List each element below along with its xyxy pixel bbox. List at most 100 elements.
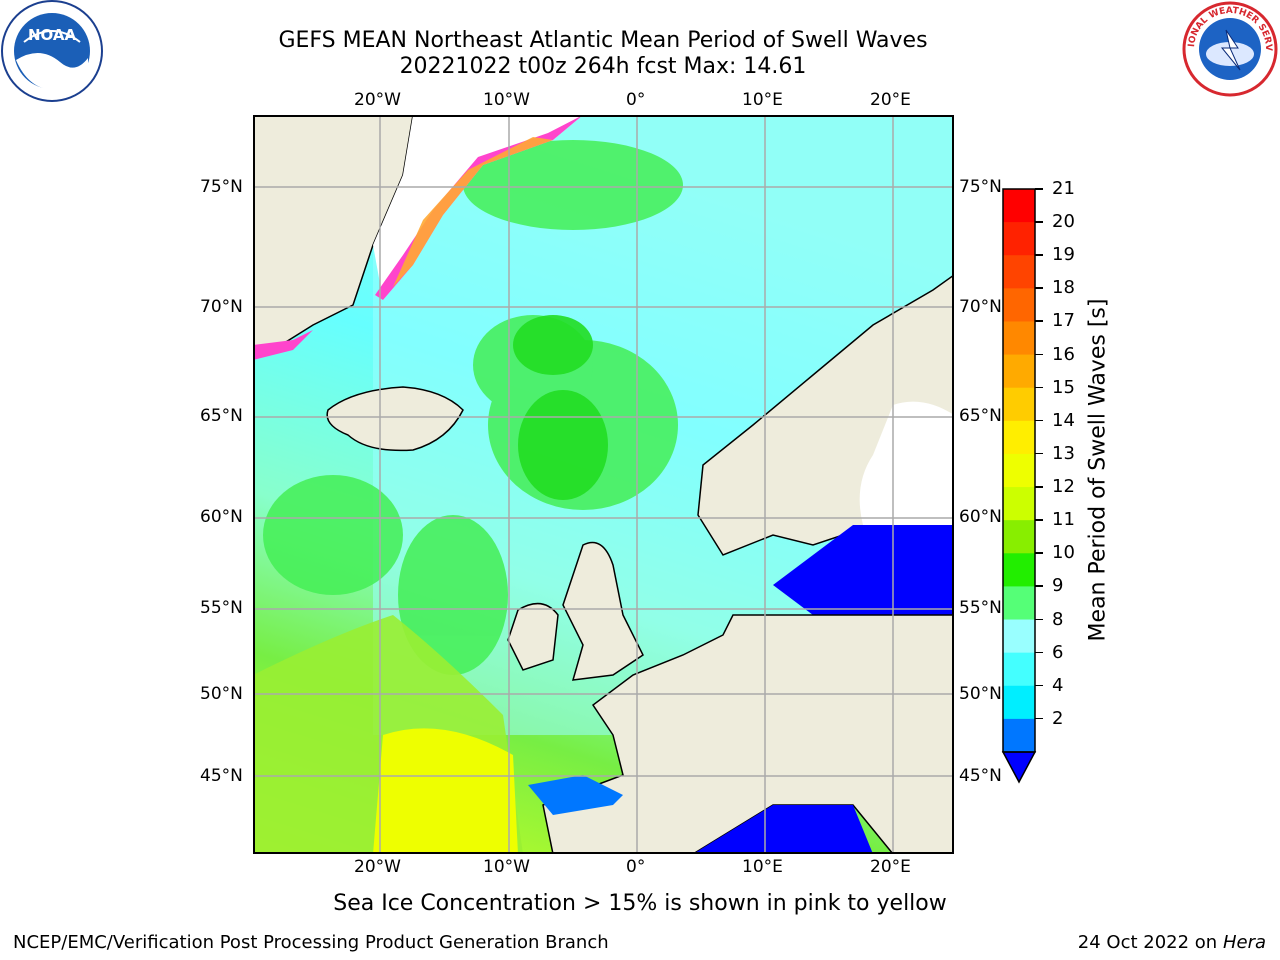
lat-tick-right: 75°N xyxy=(959,177,1002,197)
colorbar-cell xyxy=(1003,321,1035,356)
footer-machine: Hera xyxy=(1222,932,1266,953)
colorbar-tick-mark xyxy=(1035,486,1043,488)
noaa-logo: NOAA xyxy=(1,0,103,102)
lon-tick-top: 20°E xyxy=(870,90,911,110)
colorbar-cell xyxy=(1003,288,1035,323)
colorbar-tick-label: 10 xyxy=(1052,542,1075,564)
colorbar-tick-mark xyxy=(1035,386,1043,389)
colorbar-tick-label: 8 xyxy=(1052,608,1064,630)
lon-tick-bottom: 20°W xyxy=(354,857,401,877)
colorbar-cell xyxy=(1003,652,1035,687)
footer-date-text: 24 Oct 2022 on xyxy=(1077,932,1223,953)
lon-tick-bottom: 10°W xyxy=(483,857,530,877)
lat-tick-right: 60°N xyxy=(959,507,1002,527)
colorbar-tick-mark xyxy=(1035,221,1043,223)
gulf-of-bothnia-white xyxy=(859,401,954,525)
colorbar-cell xyxy=(1003,619,1035,654)
colorbar-tick-label: 9 xyxy=(1052,575,1064,597)
ice-free-white xyxy=(373,115,583,300)
colorbar-tick-mark xyxy=(1035,585,1043,587)
europe-mainland xyxy=(542,614,954,854)
nws-logo: NATIONAL WEATHER SERVICE xyxy=(1180,0,1278,97)
colorbar-tick-label: 21 xyxy=(1052,178,1075,199)
colorbar-tick-label: 19 xyxy=(1052,244,1075,266)
colorbar-tick-label: 17 xyxy=(1052,310,1075,332)
colorbar-cell xyxy=(1003,189,1035,223)
map-title: GEFS MEAN Northeast Atlantic Mean Period… xyxy=(278,28,928,53)
colorbar-tick-mark xyxy=(1035,353,1043,356)
colorbar-cell xyxy=(1003,718,1035,753)
colorbar-cell xyxy=(1003,520,1035,554)
colorbar-tick-label: 18 xyxy=(1052,277,1075,299)
colorbar-tick-label: 15 xyxy=(1052,376,1075,398)
lon-tick-top: 10°E xyxy=(742,90,783,110)
colorbar-tick-mark xyxy=(1035,717,1043,720)
lon-tick-bottom: 0° xyxy=(626,857,646,877)
colorbar xyxy=(1001,188,1037,784)
lat-tick-left: 55°N xyxy=(200,598,243,618)
lat-tick-left: 70°N xyxy=(200,297,243,317)
colorbar-tick-label: 4 xyxy=(1052,674,1064,696)
lon-tick-bottom: 20°E xyxy=(870,857,911,877)
lon-tick-top: 0° xyxy=(626,90,646,110)
lon-tick-top: 20°W xyxy=(354,90,401,110)
swell-yellow xyxy=(373,728,518,854)
colorbar-cell xyxy=(1003,586,1035,621)
lat-tick-right: 55°N xyxy=(959,598,1002,618)
colorbar-tick-mark xyxy=(1035,188,1043,190)
bay-of-biscay xyxy=(528,775,623,815)
colorbar-tick-label: 6 xyxy=(1052,641,1064,663)
colorbar-label: Mean Period of Swell Waves [s] xyxy=(1085,298,1111,642)
colorbar-extend-arrow xyxy=(1001,751,1037,784)
colorbar-tick-mark xyxy=(1035,320,1043,322)
graticule xyxy=(253,115,954,854)
lat-tick-right: 65°N xyxy=(959,406,1002,426)
ireland xyxy=(507,602,559,671)
colorbar-cell xyxy=(1003,553,1035,588)
colorbar-frame xyxy=(1002,188,1036,753)
colorbar-cell xyxy=(1003,453,1035,488)
sea-ice-greenland-east xyxy=(253,330,313,360)
colorbar-tick-mark xyxy=(1035,618,1043,621)
colorbar-tick-label: 13 xyxy=(1052,442,1075,464)
lat-tick-left: 50°N xyxy=(200,684,243,704)
mediterranean xyxy=(693,805,873,854)
lat-tick-left: 60°N xyxy=(200,507,243,527)
colorbar-tick-label: 12 xyxy=(1052,476,1075,498)
colorbar-tick-mark xyxy=(1035,684,1043,687)
lat-tick-left: 75°N xyxy=(200,177,243,197)
colorbar-tick-label: 11 xyxy=(1052,509,1075,531)
colorbar-tick-mark xyxy=(1035,651,1043,654)
colorbar-tick-mark xyxy=(1035,254,1043,256)
colorbar-cell xyxy=(1003,685,1035,720)
colorbar-tick-label: 16 xyxy=(1052,343,1075,365)
colorbar-tick-mark xyxy=(1035,287,1043,289)
colorbar-tick-mark xyxy=(1035,419,1043,422)
map-frame xyxy=(253,115,954,854)
great-britain xyxy=(562,541,644,681)
colorbar-cell xyxy=(1003,487,1035,521)
map-area xyxy=(253,115,954,854)
colorbar-cell xyxy=(1003,354,1035,389)
colorbar-cell xyxy=(1003,255,1035,289)
lat-tick-left: 65°N xyxy=(200,406,243,426)
colorbar-tick-mark xyxy=(1035,519,1043,521)
colorbar-tick-mark xyxy=(1035,552,1043,554)
baltic-sea xyxy=(773,525,954,615)
lon-tick-bottom: 10°E xyxy=(742,857,783,877)
iceland xyxy=(326,386,464,452)
colorbar-tick-mark xyxy=(1035,452,1043,455)
map-subtitle: 20221022 t00z 264h fcst Max: 14.61 xyxy=(399,54,807,79)
colorbar-cell xyxy=(1003,420,1035,455)
lon-tick-top: 10°W xyxy=(483,90,530,110)
lat-tick-right: 70°N xyxy=(959,297,1002,317)
noaa-logo-text: NOAA xyxy=(28,26,77,44)
colorbar-tick-label: 20 xyxy=(1052,211,1075,233)
lat-tick-right: 50°N xyxy=(959,684,1002,704)
lat-tick-right: 45°N xyxy=(959,766,1002,786)
colorbar-tick-label: 2 xyxy=(1052,707,1064,729)
footer-branch: NCEP/EMC/Verification Post Processing Pr… xyxy=(13,932,609,953)
sea-ice-caption: Sea Ice Concentration > 15% is shown in … xyxy=(333,891,947,916)
lat-tick-left: 45°N xyxy=(200,766,243,786)
colorbar-cell xyxy=(1003,387,1035,422)
